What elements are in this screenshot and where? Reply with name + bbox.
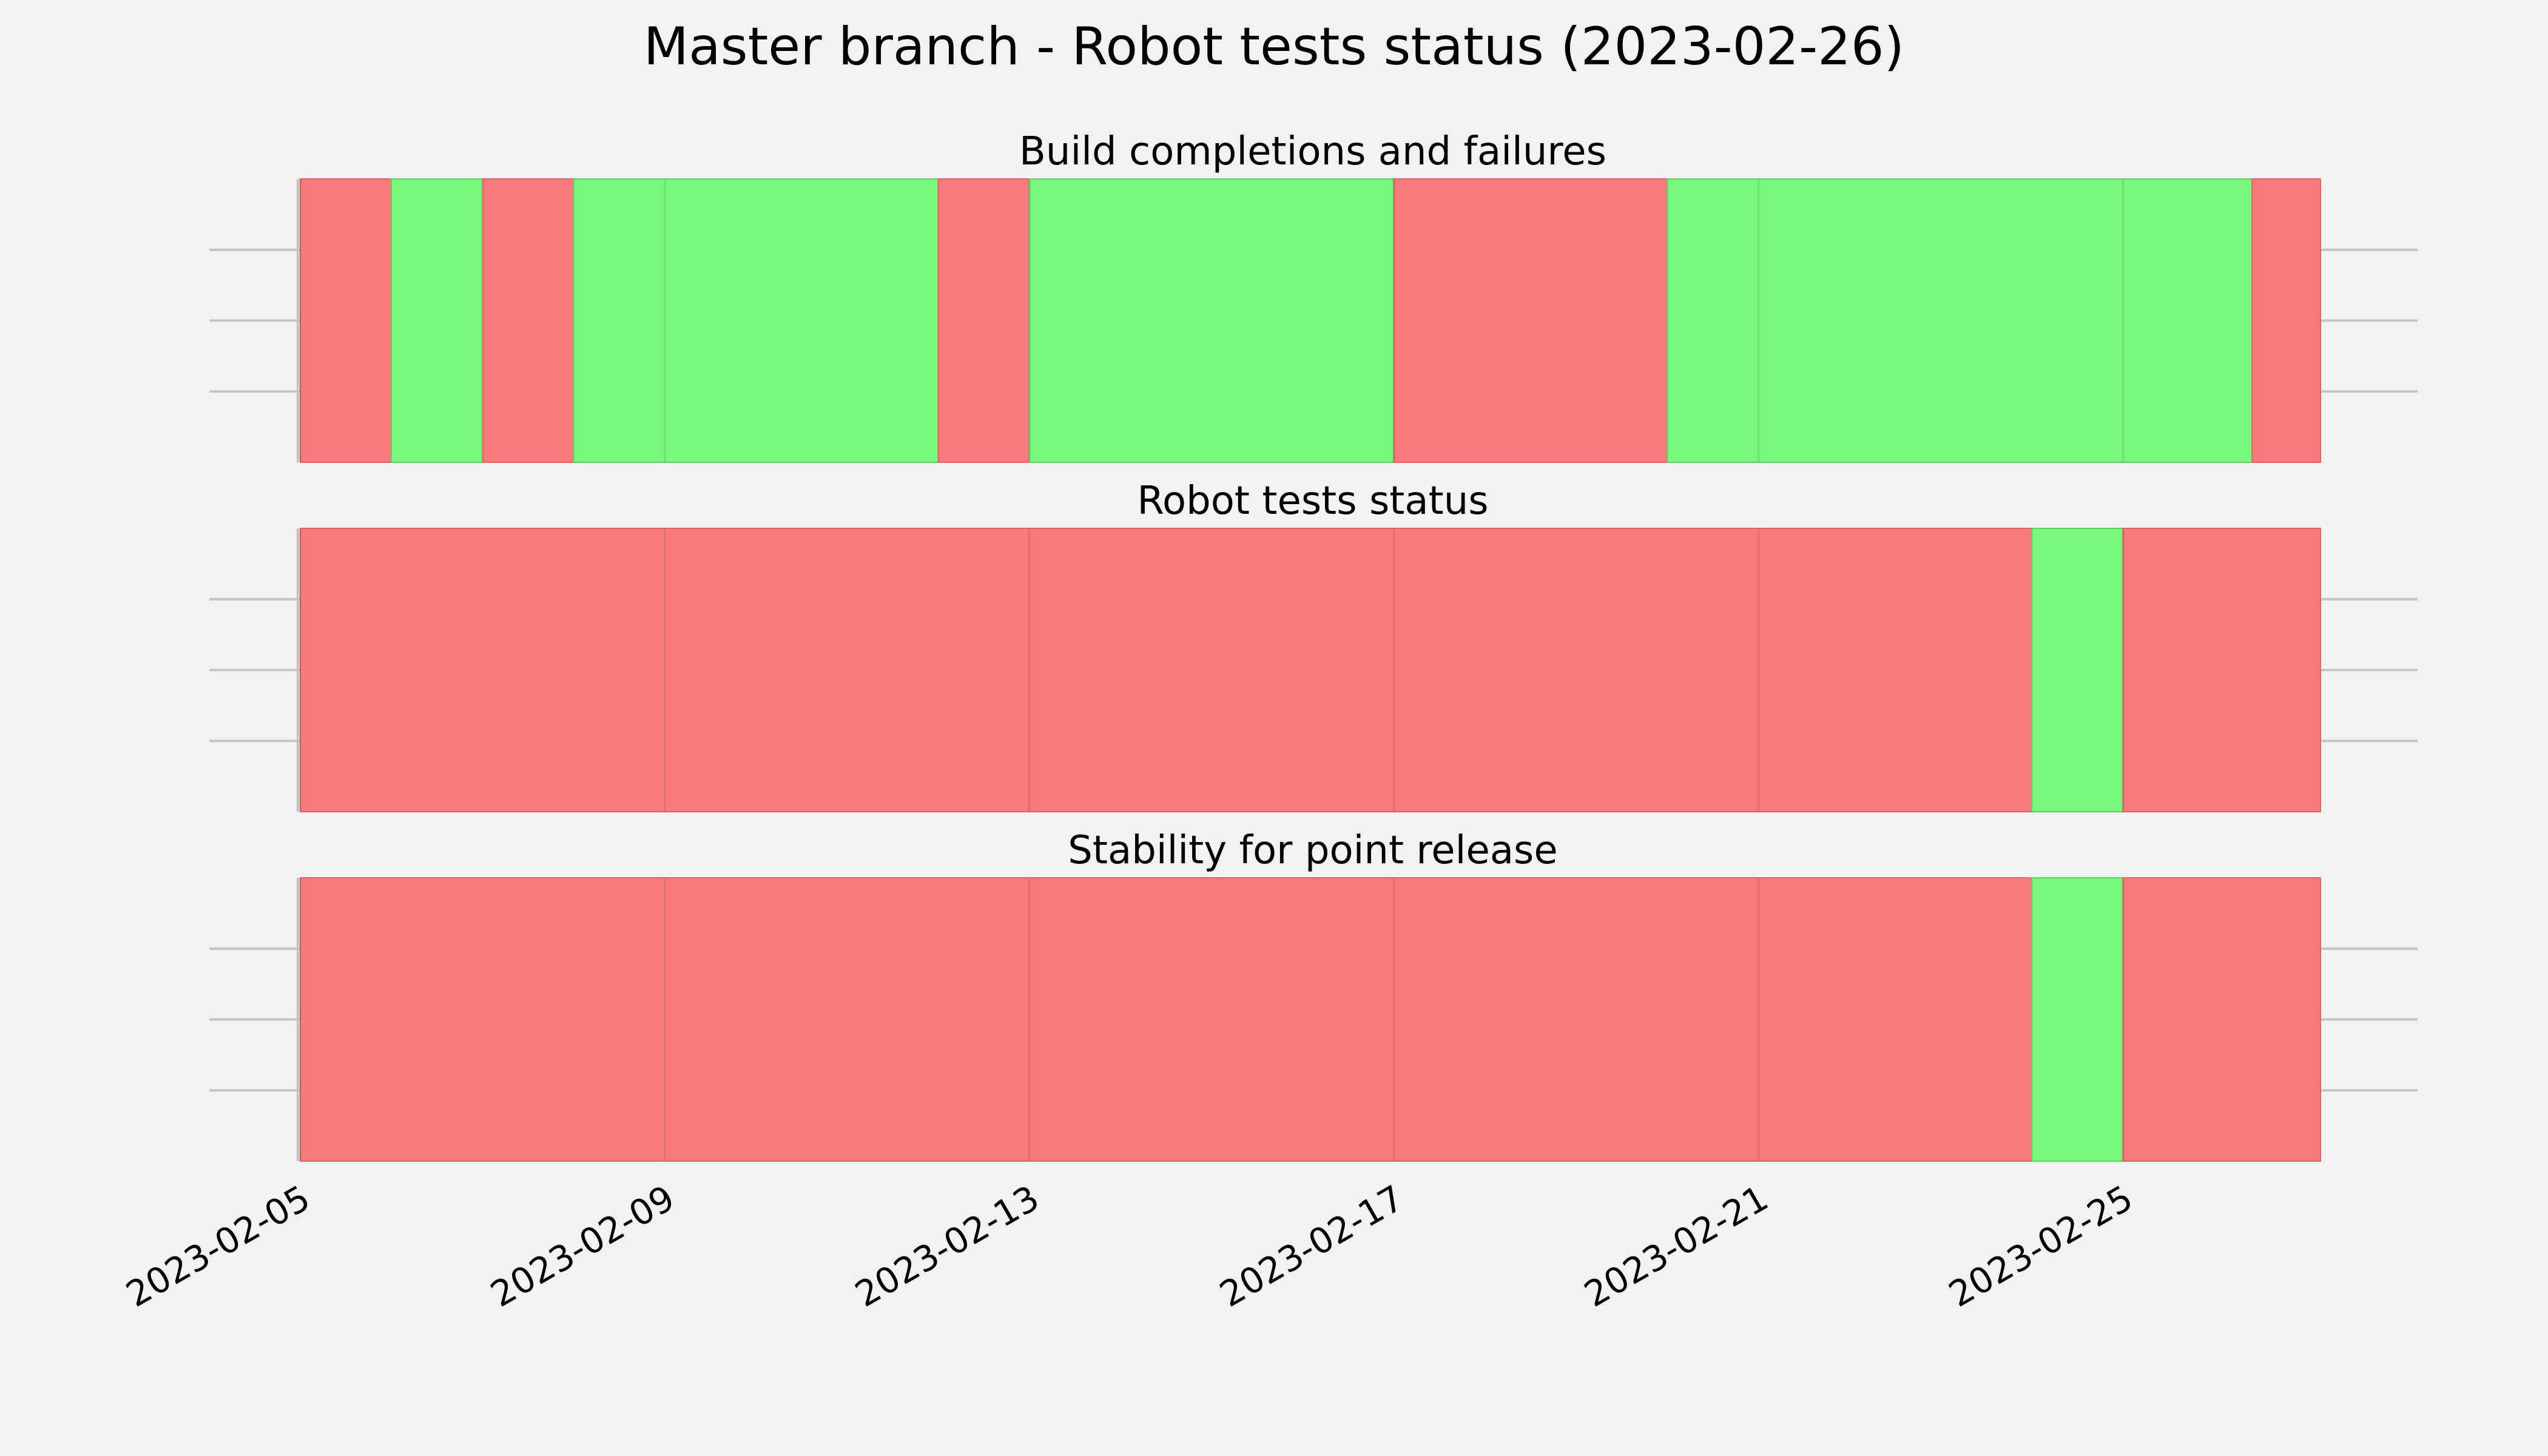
segment-pass [2031,877,2124,1162]
segment-pass [573,178,939,463]
segment-pass [1667,178,2253,463]
panel-title: Build completions and failures [1019,129,1606,174]
segment-fail [300,178,393,463]
panel-title: Stability for point release [1068,828,1558,873]
panels: Build completions and failures Robot test… [209,129,2418,1162]
panel-3: Stability for point release [209,828,2418,1162]
segment-pass [391,178,484,463]
panel-1: Build completions and failures [209,129,2418,463]
segment-fail [2122,877,2321,1162]
segment-fail [2251,178,2321,463]
segment-fail [300,877,2033,1162]
panel-2: Robot tests status [209,479,2418,812]
segment-fail [2122,528,2321,812]
segment-fail [937,178,1030,463]
segment-fail [482,178,575,463]
segment-pass [1028,178,1395,463]
segment-pass [2031,528,2124,812]
segment-fail [1393,178,1668,463]
segment-fail [300,528,2033,812]
chart-title: Master branch - Robot tests status (2023… [644,16,1904,77]
panel-title: Robot tests status [1137,479,1488,524]
